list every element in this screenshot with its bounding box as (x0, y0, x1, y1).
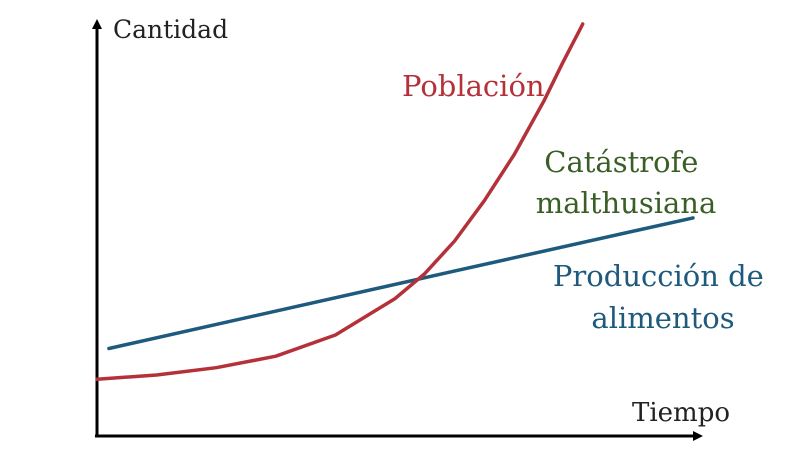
x-axis-label: Tiempo (632, 398, 730, 428)
malthusian-catastrophe-label: Catástrofe malthusiana (536, 145, 717, 220)
catastrophe-line-2: malthusiana (536, 186, 717, 220)
series-line-population (95, 22, 585, 381)
food-production-label-line-1: Producción de (553, 259, 764, 293)
y-axis-label: Cantidad (113, 15, 228, 44)
population-label: Población (402, 69, 545, 103)
series-line-food-production (107, 216, 695, 351)
food-production-label: Producción de alimentos (553, 259, 773, 335)
catastrophe-line-1: Catástrofe (544, 145, 698, 179)
food-production-label-line-2: alimentos (591, 301, 734, 335)
